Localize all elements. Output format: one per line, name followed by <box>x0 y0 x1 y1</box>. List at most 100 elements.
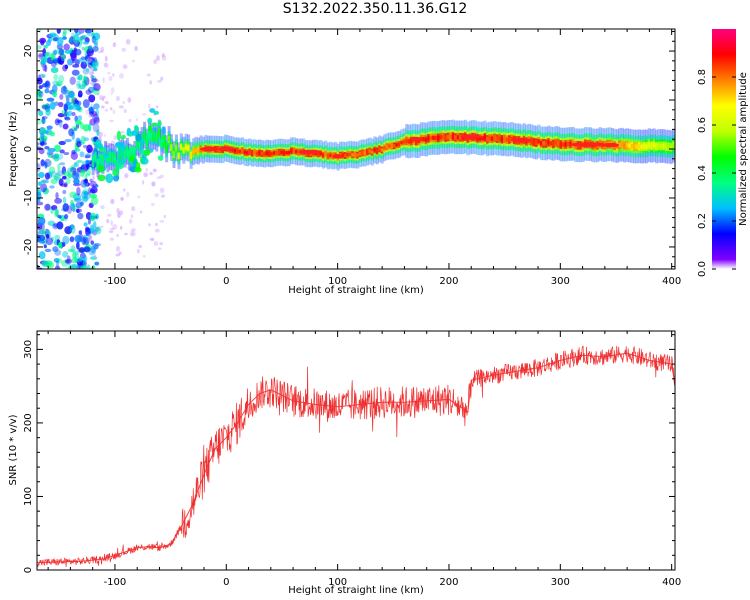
spectrogram-noise-blob <box>92 67 98 72</box>
spectrogram-noise-blob <box>37 118 42 125</box>
spectrogram-noise-blob <box>68 90 75 98</box>
x-tick-label: 0 <box>223 276 229 287</box>
spectrogram-noise-blob <box>42 187 49 195</box>
spectrogram-faint-blob <box>116 208 120 214</box>
spectrogram-noise-blob <box>55 259 60 269</box>
spectrogram-ridge-cell <box>623 143 627 148</box>
spectrogram-noise-blob <box>87 166 92 170</box>
spectrogram-x-label: Height of straight line (km) <box>288 285 424 296</box>
spectrogram-heatmap <box>37 29 675 269</box>
spectrogram-faint-blob <box>119 210 124 216</box>
spectrogram-faint-blob <box>89 66 94 71</box>
snr-noise-trace <box>37 345 675 568</box>
spectrogram-faint-blob <box>124 232 128 236</box>
spectrogram-blob <box>135 161 141 171</box>
spectrogram-noise-blob <box>37 216 46 226</box>
spectrogram-ridge-cell <box>329 153 333 157</box>
spectrogram-blob <box>139 138 145 146</box>
spectrogram-noise-blob <box>89 212 97 222</box>
spectrogram-faint-blob <box>129 230 134 237</box>
spectrogram-blob <box>147 125 153 133</box>
spectrogram-noise-blob <box>46 125 53 130</box>
spectrogram-ridge-cell <box>236 149 240 153</box>
spectrogram-ridge-cell <box>655 144 659 149</box>
spectrogram-noise-blob <box>39 37 47 44</box>
spectrogram-ridge-cell <box>385 144 389 149</box>
spectrogram-noise-blob <box>88 187 92 195</box>
spectrogram-faint-blob <box>142 113 147 116</box>
spectrogram-faint-blob <box>100 50 104 53</box>
spectrogram-faint-blob <box>157 79 163 83</box>
spectrogram-ridge-cell <box>253 150 257 155</box>
spectrogram-noise-blob <box>59 93 64 100</box>
spectrogram-faint-blob <box>110 107 113 111</box>
spectrogram-faint-blob <box>112 73 115 77</box>
spectrogram-ridge-cell <box>192 149 196 154</box>
spectrogram-peak <box>601 142 620 148</box>
spectrogram-faint-blob <box>112 109 116 114</box>
colorbar-ticks: 0.0 0.2 0.4 0.6 0.8 <box>697 69 736 277</box>
spectrogram-noise-blob <box>83 75 87 81</box>
spectrogram-faint-blob <box>131 228 136 233</box>
spectrogram-peak <box>569 142 607 147</box>
spectrogram-noise-blob <box>93 37 98 46</box>
spectrogram-ridge-cell <box>456 135 460 140</box>
spectrogram-ridge-cell <box>165 147 169 151</box>
spectrogram-faint-blob <box>151 181 155 187</box>
spectrogram-ridge-cell <box>535 140 539 145</box>
spectrogram-noise-blob <box>44 158 52 168</box>
spectrogram-ridge-cell <box>123 148 127 160</box>
spectrogram-noise-blob <box>51 204 58 211</box>
spectrogram-noise-blob <box>88 122 92 132</box>
spectrogram-faint-blob <box>95 128 99 131</box>
spectrogram-ridge-cell <box>353 153 357 157</box>
spectrogram-ridge-cell <box>250 151 254 155</box>
spectrogram-noise-blob <box>92 46 99 52</box>
spectrogram-noise-blob <box>85 153 92 158</box>
snr-x-ticks: -100 0 100 200 300 400 <box>47 331 681 588</box>
spectrogram-ridge-cell <box>321 153 325 157</box>
spectrogram-noise-blob <box>58 48 65 56</box>
spectrogram-noise-blob <box>63 111 67 120</box>
spectrogram-noise-blob <box>71 69 80 76</box>
spectrogram-ridge-cell <box>285 151 289 155</box>
spectrogram-ridge-cell <box>437 135 441 141</box>
spectrogram-faint-blob <box>112 42 117 48</box>
spectrogram-ridge-cell <box>645 144 649 149</box>
spectrogram-noise-blob <box>58 74 65 83</box>
spectrogram-faint-blob <box>88 163 93 167</box>
spectrogram-ridge-cell <box>503 136 507 142</box>
spectrogram-noise-blob <box>53 49 58 56</box>
spectrogram-noise-blob <box>38 251 46 260</box>
spectrogram-noise-blob <box>71 264 79 269</box>
spectrogram-noise-blob <box>88 94 96 103</box>
spectrogram-faint-blob <box>113 135 118 141</box>
spectrogram-ridge-cell <box>370 150 374 154</box>
spectrogram-ridge-cell <box>368 149 372 153</box>
spectrogram-ridge-cell <box>363 151 367 155</box>
spectrogram-noise-blob <box>49 101 56 110</box>
spectrogram-noise-blob <box>64 258 73 264</box>
spectrogram-noise-blob <box>56 221 64 230</box>
spectrogram-ridge-cell <box>280 150 284 154</box>
y-tick-label: 0 <box>23 567 34 573</box>
spectrogram-y-ticks: -20 -10 0 10 20 <box>23 30 675 268</box>
spectrogram-blob <box>97 165 105 172</box>
spectrogram-faint-blob <box>122 101 125 105</box>
spectrogram-ridge-cell <box>388 144 392 148</box>
spectrogram-noise-blob <box>40 159 45 167</box>
spectrogram-noise-blob <box>64 226 73 235</box>
spectrogram-ridge-cell <box>356 153 360 157</box>
colorbar-tick-label: 0.0 <box>697 261 708 277</box>
spectrogram-noise-blob <box>67 167 73 175</box>
spectrogram-noise-blob <box>44 81 50 87</box>
spectrogram-ridge-cell <box>481 136 485 141</box>
spectrogram-noise-blob <box>56 258 63 264</box>
spectrogram-noise-blob <box>63 103 68 112</box>
spectrogram-faint-blob <box>145 167 149 173</box>
spectrogram-blob <box>97 174 106 182</box>
spectrogram-ridge-cell <box>510 136 514 142</box>
spectrogram-faint-blob <box>155 105 159 108</box>
snr-plot-area <box>37 331 675 570</box>
spectrogram-faint-blob <box>115 245 120 252</box>
